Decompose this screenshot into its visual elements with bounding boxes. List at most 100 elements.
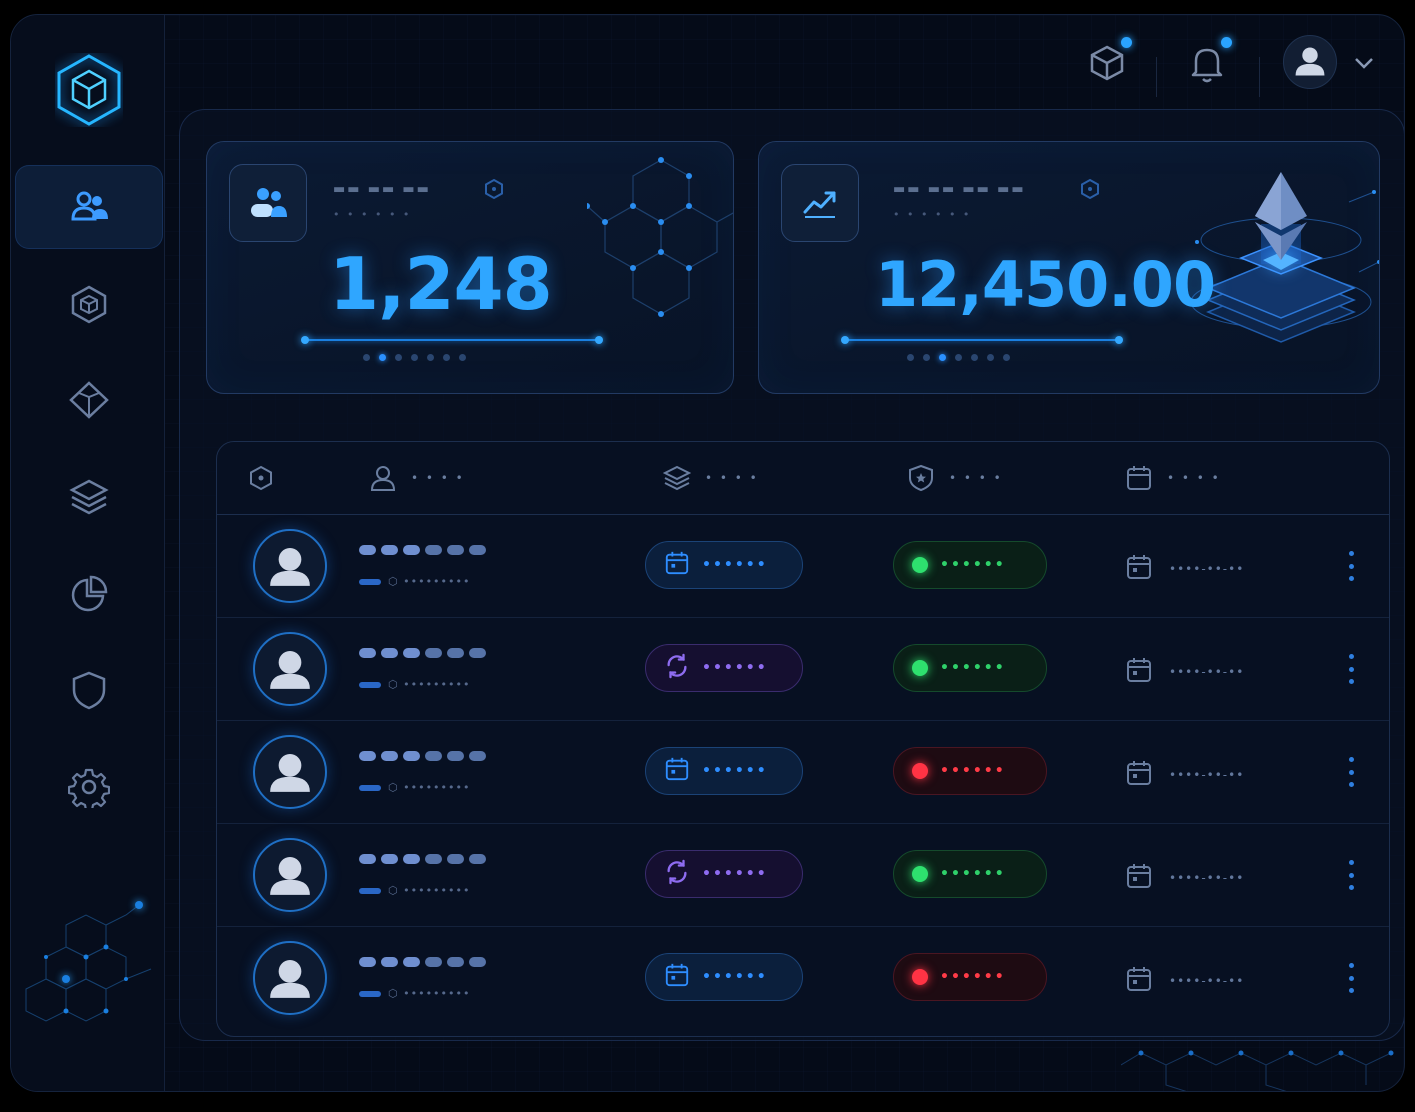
date-text: ••••-••-••: [1169, 871, 1245, 885]
avatar[interactable]: [253, 529, 327, 603]
user-name: [359, 854, 486, 864]
avatar[interactable]: [253, 735, 327, 809]
type-label: ••••••: [702, 660, 768, 676]
hex-network-decoration: [587, 157, 733, 317]
type-badge[interactable]: ••••••: [645, 541, 803, 589]
cube-notification-icon[interactable]: [1085, 41, 1129, 85]
user-meta: ⬡ •••••••••: [359, 781, 471, 794]
sidebar-item-cube[interactable]: [15, 262, 163, 346]
meta-text: ⬡ •••••••••: [388, 575, 471, 588]
calendar-icon: [1127, 466, 1151, 490]
pager-dots[interactable]: [907, 354, 1010, 361]
sidebar-item-layers[interactable]: [15, 455, 163, 539]
users-icon: [71, 191, 108, 221]
card-subtitle: • • • • • •: [333, 208, 412, 221]
users-icon: [229, 164, 307, 242]
avatar[interactable]: [253, 632, 327, 706]
status-label: ••••••: [940, 969, 1006, 985]
user-meta: ⬡ •••••••••: [359, 884, 471, 897]
user-avatar-icon[interactable]: [1283, 35, 1337, 89]
stat-card-volume: ▬▬ ▬▬ ▬▬ ▬▬ • • • • • • 12,450.00: [758, 141, 1380, 394]
calendar-icon: [664, 962, 690, 992]
cube-hexagon-logo[interactable]: [55, 53, 123, 127]
sidebar-item-diamond[interactable]: [15, 358, 163, 442]
meta-text: ⬡ •••••••••: [388, 678, 471, 691]
table-row[interactable]: ⬡ ••••••••• •••••• •••••• ••••-••-••: [217, 515, 1389, 618]
user-name: [359, 648, 486, 658]
bell-icon[interactable]: [1185, 41, 1229, 85]
type-label: ••••••: [702, 763, 768, 779]
status-badge[interactable]: ••••••: [893, 644, 1047, 692]
more-options-icon[interactable]: [1341, 757, 1361, 787]
table-row[interactable]: ⬡ ••••••••• •••••• •••••• ••••-••-••: [217, 618, 1389, 721]
user-icon: [370, 466, 396, 491]
sync-icon: [664, 653, 690, 683]
column-header-user[interactable]: • • • •: [369, 464, 465, 492]
status-label: ••••••: [940, 866, 1006, 882]
avatar[interactable]: [253, 838, 327, 912]
status-dot: [912, 660, 928, 676]
status-badge[interactable]: ••••••: [893, 747, 1047, 795]
sync-icon: [664, 859, 690, 889]
column-header-status[interactable]: • • • •: [907, 464, 1003, 492]
notification-badge: [1121, 37, 1132, 48]
status-label: ••••••: [940, 660, 1006, 676]
status-label: ••••••: [940, 763, 1006, 779]
type-badge[interactable]: ••••••: [645, 850, 803, 898]
hexagon-icon: [485, 178, 503, 200]
sidebar-item-users[interactable]: [15, 165, 163, 249]
status-badge[interactable]: ••••••: [893, 850, 1047, 898]
user-meta: ⬡ •••••••••: [359, 678, 471, 691]
more-options-icon[interactable]: [1341, 963, 1361, 993]
status-dot: [912, 763, 928, 779]
chevron-down-icon[interactable]: [1353, 55, 1375, 71]
meta-text: ⬡ •••••••••: [388, 884, 471, 897]
pie-chart-icon: [71, 575, 108, 612]
hexagon-icon: [1081, 178, 1099, 200]
table-row[interactable]: ⬡ ••••••••• •••••• •••••• ••••-••-••: [217, 927, 1389, 1030]
date-text: ••••-••-••: [1169, 768, 1245, 782]
avatar[interactable]: [253, 941, 327, 1015]
date-text: ••••-••-••: [1169, 974, 1245, 988]
layers-icon: [69, 479, 109, 515]
notification-badge: [1221, 37, 1232, 48]
user-name: [359, 751, 486, 761]
diamond-icon: [69, 381, 109, 419]
type-badge[interactable]: ••••••: [645, 747, 803, 795]
type-badge[interactable]: ••••••: [645, 644, 803, 692]
type-label: ••••••: [702, 969, 768, 985]
sidebar-item-security[interactable]: [15, 648, 163, 732]
column-header-id[interactable]: [247, 464, 275, 492]
more-options-icon[interactable]: [1341, 860, 1361, 890]
type-badge[interactable]: ••••••: [645, 953, 803, 1001]
pager-dots[interactable]: [363, 354, 466, 361]
table-row[interactable]: ⬡ ••••••••• •••••• •••••• ••••-••-••: [217, 824, 1389, 927]
more-options-icon[interactable]: [1341, 654, 1361, 684]
calendar-icon: [1125, 656, 1153, 688]
column-label: • • • •: [411, 471, 465, 485]
layers-icon: [663, 465, 691, 491]
main-panel: ▬▬ ▬▬ ▬▬ • • • • • • 1,248: [179, 109, 1404, 1041]
sidebar-item-analytics[interactable]: [15, 552, 163, 636]
column-label: • • • •: [1167, 471, 1221, 485]
stat-card-users: ▬▬ ▬▬ ▬▬ • • • • • • 1,248: [206, 141, 734, 394]
cube-icon: [71, 285, 107, 324]
sidebar-item-settings[interactable]: [15, 745, 163, 829]
date-cell: ••••-••-••: [1125, 965, 1244, 997]
user-meta: ⬡ •••••••••: [359, 987, 471, 1000]
column-header-type[interactable]: • • • •: [663, 464, 759, 492]
calendar-icon: [1125, 759, 1153, 791]
table-row[interactable]: ⬡ ••••••••• •••••• •••••• ••••-••-••: [217, 721, 1389, 824]
column-header-date[interactable]: • • • •: [1125, 464, 1221, 492]
shield-icon: [72, 671, 106, 710]
settings-gear-icon: [68, 768, 110, 808]
status-dot: [912, 969, 928, 985]
status-badge[interactable]: ••••••: [893, 541, 1047, 589]
type-label: ••••••: [702, 866, 768, 882]
divider: [1156, 57, 1157, 97]
progress-line: [301, 336, 603, 344]
status-badge[interactable]: ••••••: [893, 953, 1047, 1001]
user-name: [359, 545, 486, 555]
meta-bar: [359, 990, 381, 997]
more-options-icon[interactable]: [1341, 551, 1361, 581]
